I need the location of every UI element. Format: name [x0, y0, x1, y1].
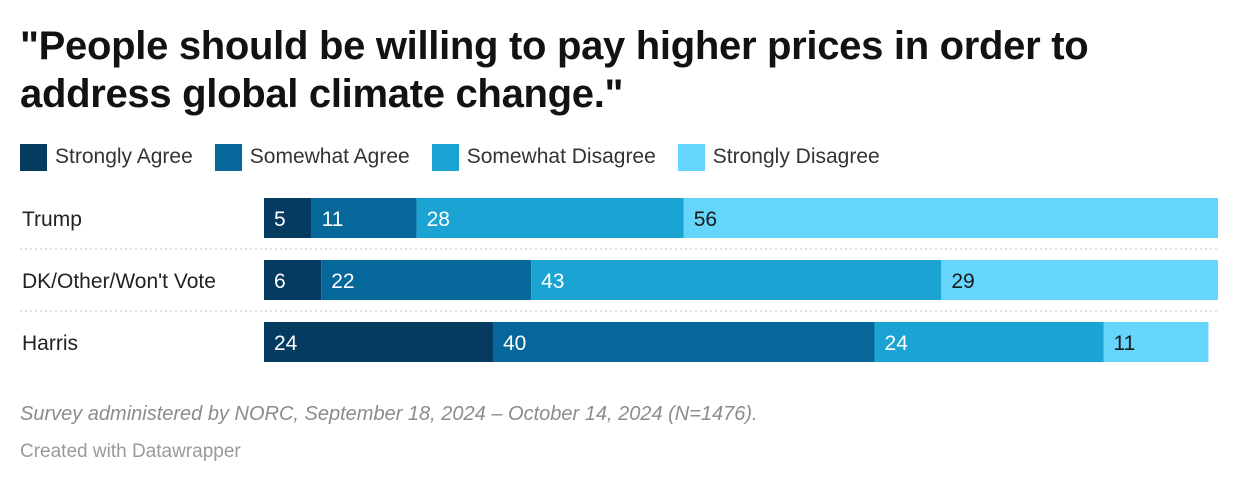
survey-note: Survey administered by NORC, September 1… — [20, 403, 758, 425]
category-label: DK/Other/Won't Vote — [22, 270, 216, 293]
data-label: 29 — [951, 270, 974, 293]
legend-swatch — [20, 143, 47, 171]
data-label: 24 — [274, 332, 298, 355]
legend-swatch — [677, 143, 705, 171]
data-label: 11 — [322, 208, 344, 231]
bar-segment — [321, 260, 532, 300]
bar-segment — [531, 260, 942, 300]
category-label: Trump — [22, 208, 82, 231]
bar-segment — [941, 260, 1218, 300]
chart-legend: Strongly Agree Somewhat Agree Somewhat Dis… — [20, 142, 902, 172]
legend-swatch — [431, 143, 459, 171]
data-label: 5 — [274, 208, 286, 231]
data-label: 11 — [1114, 332, 1136, 355]
data-label: 24 — [885, 332, 909, 355]
bar-segment — [874, 322, 1104, 362]
legend-label: Strongly Agree — [55, 145, 193, 168]
bar-segment — [264, 198, 312, 238]
data-label: 22 — [331, 270, 354, 293]
legend-label: Strongly Disagree — [712, 145, 880, 168]
bar-segment — [1103, 322, 1209, 362]
legend-item: Somewhat Agree — [214, 143, 410, 171]
bar-segment — [492, 322, 875, 362]
bar-segment — [311, 198, 417, 238]
data-label: 43 — [541, 270, 564, 293]
stacked-bar-chart: Trump 5 11 28 56 DK/Other/Won't Vote 6 22 43 29 Ha… — [20, 198, 1218, 362]
bar-segment — [416, 198, 684, 238]
chart-title: "People should be willing to pay higher … — [20, 24, 1089, 116]
data-label: 28 — [427, 208, 450, 231]
legend-label: Somewhat Disagree — [466, 145, 656, 168]
bar-segment — [264, 322, 493, 362]
legend-swatch — [214, 143, 242, 171]
legend-item: Strongly Disagree — [677, 143, 880, 171]
bar-segment — [264, 260, 322, 300]
legend-item: Strongly Agree — [20, 143, 193, 171]
data-label: 6 — [274, 270, 286, 293]
bar-segment — [683, 198, 1218, 238]
datawrapper-credit: Created with Datawrapper — [20, 441, 241, 462]
legend-item: Somewhat Disagree — [431, 143, 656, 171]
category-label: Harris — [22, 332, 78, 355]
data-label: 40 — [503, 332, 526, 355]
data-label: 56 — [694, 208, 717, 231]
legend-label: Somewhat Agree — [249, 145, 410, 168]
